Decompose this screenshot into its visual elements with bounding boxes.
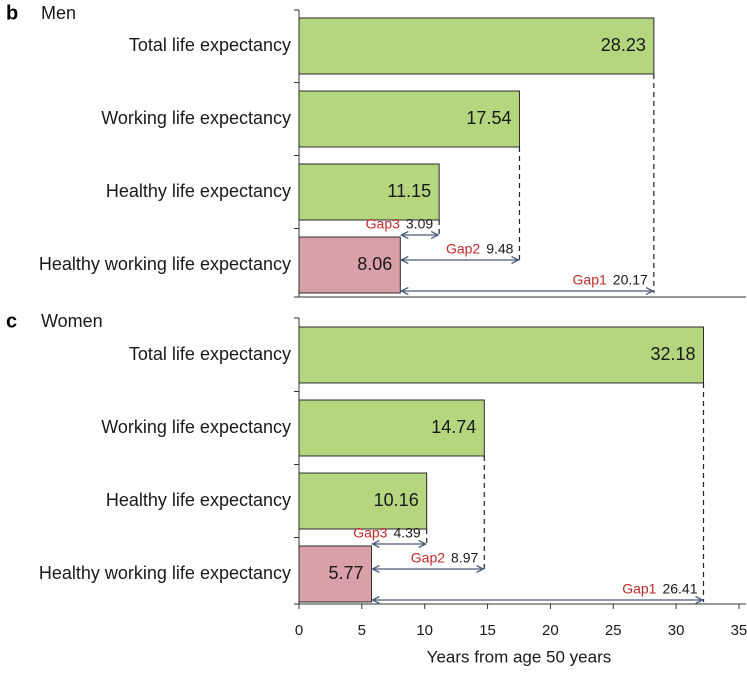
gap-name: Gap2: [411, 550, 445, 566]
x-tick-label: 5: [358, 622, 366, 639]
value-label: 10.16: [374, 490, 419, 510]
gap-name: Gap1: [622, 581, 656, 597]
bar-total-life-expectancy: [298, 326, 705, 384]
panel-title: Women: [41, 311, 103, 331]
panel-letter: c: [6, 310, 17, 332]
category-label: Total life expectancy: [129, 35, 291, 55]
x-tick-label: 15: [479, 622, 496, 639]
gap-value: 8.97: [451, 550, 478, 566]
value-label: 17.54: [466, 108, 511, 128]
bar-working-life-expectancy: [298, 399, 485, 457]
gap-name: Gap3: [366, 216, 400, 232]
x-tick-label: 10: [416, 622, 433, 639]
value-label: 8.06: [357, 254, 392, 274]
gap-name: Gap2: [446, 241, 480, 257]
x-axis-title: Years from age 50 years: [427, 647, 612, 666]
gap-value: 3.09: [406, 216, 433, 232]
gap-value: 4.39: [393, 525, 420, 541]
bar-healthy-life-expectancy: [298, 472, 428, 530]
panel-letter: b: [6, 2, 18, 24]
value-label: 14.74: [431, 417, 476, 437]
category-label: Working life expectancy: [101, 108, 291, 128]
bar-healthy-working-life-expectancy: [298, 545, 373, 603]
value-label: 32.18: [650, 344, 695, 364]
category-label: Healthy life expectancy: [106, 490, 291, 510]
value-label: 11.15: [387, 181, 431, 201]
value-label: 5.77: [328, 563, 363, 583]
category-label: Working life expectancy: [101, 417, 291, 437]
category-label: Healthy working life expectancy: [39, 254, 291, 274]
bar-healthy-working-life-expectancy: [298, 236, 401, 294]
category-label: Healthy life expectancy: [106, 181, 291, 201]
x-tick-label: 0: [295, 622, 303, 639]
category-label: Total life expectancy: [129, 344, 291, 364]
gap-value: 26.41: [662, 581, 697, 597]
x-tick-label: 25: [605, 622, 622, 639]
x-tick-label: 20: [542, 622, 559, 639]
panel-title: Men: [41, 3, 76, 23]
gap-name: Gap1: [573, 272, 607, 288]
x-tick-label: 35: [731, 622, 747, 639]
gap-value: 9.48: [486, 241, 513, 257]
bar-healthy-life-expectancy: [298, 163, 440, 221]
gap-value: 20.17: [613, 272, 648, 288]
category-label: Healthy working life expectancy: [39, 563, 291, 583]
bar-working-life-expectancy: [298, 90, 520, 148]
value-label: 28.23: [601, 35, 646, 55]
x-tick-label: 30: [668, 622, 685, 639]
bar-total-life-expectancy: [298, 17, 655, 75]
gap-name: Gap3: [353, 525, 387, 541]
